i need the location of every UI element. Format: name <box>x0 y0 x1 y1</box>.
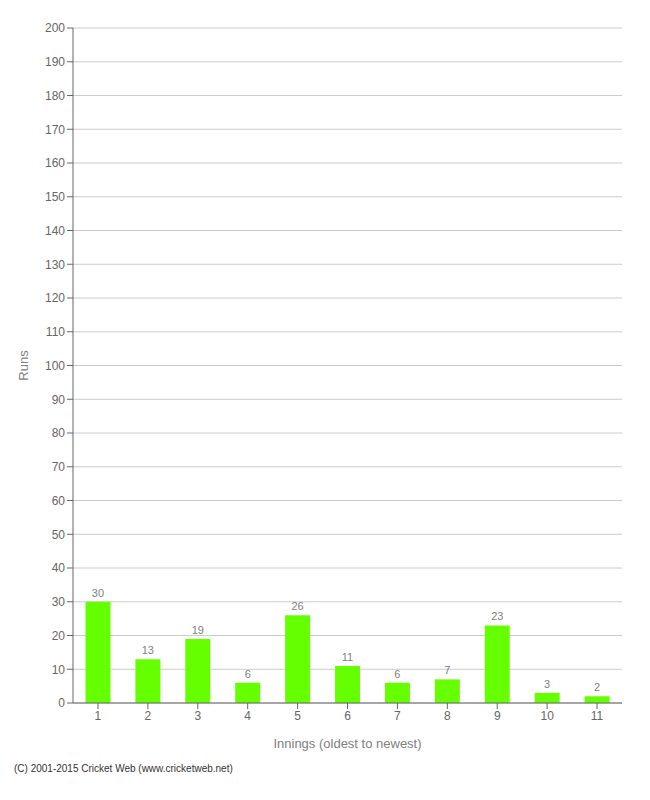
svg-text:11: 11 <box>591 709 604 723</box>
svg-text:6: 6 <box>344 709 351 723</box>
svg-text:2: 2 <box>594 681 600 693</box>
svg-text:11: 11 <box>342 651 353 663</box>
svg-text:30: 30 <box>52 595 66 609</box>
svg-text:130: 130 <box>45 258 65 272</box>
svg-text:7: 7 <box>444 664 450 676</box>
svg-text:160: 160 <box>45 156 65 170</box>
svg-text:8: 8 <box>444 709 451 723</box>
svg-text:0: 0 <box>58 696 65 710</box>
svg-text:2: 2 <box>145 709 152 723</box>
svg-text:120: 120 <box>45 291 65 305</box>
svg-text:40: 40 <box>52 561 66 575</box>
svg-text:3: 3 <box>544 678 550 690</box>
svg-text:30: 30 <box>92 587 104 599</box>
svg-text:4: 4 <box>244 709 251 723</box>
svg-text:20: 20 <box>52 629 66 643</box>
svg-text:3: 3 <box>194 709 201 723</box>
svg-text:70: 70 <box>52 460 66 474</box>
svg-text:10: 10 <box>540 709 554 723</box>
svg-text:10: 10 <box>52 663 66 677</box>
svg-text:190: 190 <box>45 55 65 69</box>
svg-text:5: 5 <box>294 709 301 723</box>
svg-text:50: 50 <box>52 528 66 542</box>
svg-text:6: 6 <box>245 668 251 680</box>
svg-text:60: 60 <box>52 494 66 508</box>
svg-text:170: 170 <box>45 123 65 137</box>
svg-text:13: 13 <box>142 644 154 656</box>
svg-text:1: 1 <box>95 709 102 723</box>
svg-text:23: 23 <box>491 610 503 622</box>
svg-text:200: 200 <box>45 21 65 35</box>
svg-text:80: 80 <box>52 426 66 440</box>
svg-text:100: 100 <box>45 359 65 373</box>
html-text:(C) 2001-2015 Cricket Web (www: (C) 2001-2015 Cricket Web (www.cricketwe… <box>14 763 233 774</box>
svg-text:Innings (oldest to newest): Innings (oldest to newest) <box>273 736 421 751</box>
svg-text:26: 26 <box>291 600 303 612</box>
svg-text:90: 90 <box>52 393 66 407</box>
svg-text:140: 140 <box>45 224 65 238</box>
svg-text:150: 150 <box>45 190 65 204</box>
svg-text:9: 9 <box>494 709 501 723</box>
svg-text:180: 180 <box>45 89 65 103</box>
svg-text:19: 19 <box>192 624 204 636</box>
svg-text:110: 110 <box>46 325 65 339</box>
svg-text:6: 6 <box>394 668 400 680</box>
svg-text:7: 7 <box>394 709 401 723</box>
svg-text:Runs: Runs <box>16 350 31 381</box>
